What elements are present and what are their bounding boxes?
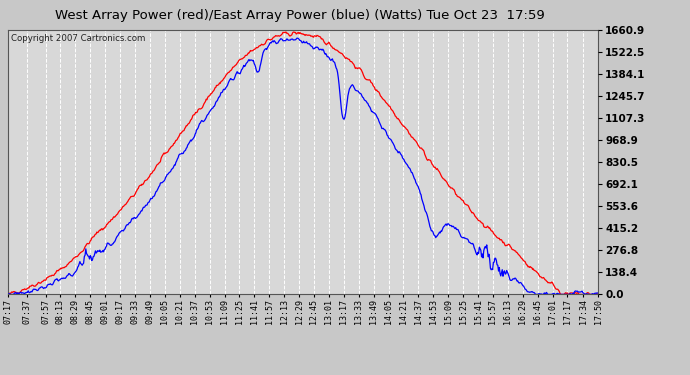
Text: Copyright 2007 Cartronics.com: Copyright 2007 Cartronics.com — [11, 34, 146, 43]
Text: West Array Power (red)/East Array Power (blue) (Watts) Tue Oct 23  17:59: West Array Power (red)/East Array Power … — [55, 9, 545, 22]
